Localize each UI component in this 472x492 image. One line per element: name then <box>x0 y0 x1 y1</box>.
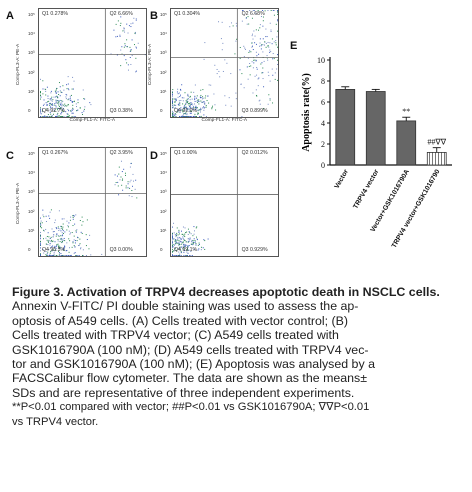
quadrant-label-q4: Q4 99.1% <box>174 247 198 253</box>
caption-note-2: vs TRPV4 vector. <box>12 415 99 428</box>
quadrant-label-q3: Q3 0.899% <box>241 108 268 114</box>
quadrant-label-q4: Q4 92.7% <box>42 108 66 114</box>
caption-line: FACSCalibur flow cytometer. The data are… <box>12 371 368 386</box>
quadrant-label-q1: Q1 0.278% <box>42 11 68 17</box>
quadrant-label-q2: Q2 6.66% <box>109 11 133 17</box>
flow-plot-a: Q1 0.278% Q2 6.66% Q4 92.7% Q3 0.38% <box>38 8 147 118</box>
figure-caption: Figure 3. Activation of TRPV4 decreases … <box>12 285 464 429</box>
bar <box>335 89 356 166</box>
bar <box>426 152 447 166</box>
y-tick-label: 10¹ <box>160 88 167 94</box>
quadrant-label-q2: Q2 0.012% <box>241 150 268 156</box>
bar <box>365 91 386 166</box>
y-tick-label: 10⁵ <box>160 151 167 156</box>
quadrant-label-q1: Q1 0.00% <box>174 150 198 156</box>
quadrant-label-q1: Q1 0.304% <box>174 11 200 17</box>
y-tick-label: 10⁵ <box>28 12 35 17</box>
category-label: TRPV4 vector <box>352 168 380 210</box>
y-tick-label: 10² <box>160 69 167 75</box>
data-annotation: ##∇∇ <box>427 138 446 147</box>
bar <box>396 120 417 166</box>
y-tick-label: 0 <box>28 247 31 252</box>
y-tick-label: 10⁴ <box>160 31 167 37</box>
caption-body: Annexin V-FITC/ PI double staining was u… <box>12 299 464 400</box>
caption-note-1: **P<0.01 compared with vector; ##P<0.01 … <box>12 401 370 414</box>
x-axis-title: Comp-FL1-A: FITC-A <box>201 118 248 123</box>
y-tick-label: 10⁵ <box>28 151 35 156</box>
x-axis-title: Comp-FL1-A: FITC-A <box>69 118 116 123</box>
y-tick-label: 0 <box>160 247 163 252</box>
apoptosis-bar-chart: 0 2 4 6 8 10 Apoptosis rate(%) Vector TRPV4 vect… <box>301 56 452 249</box>
scatter-points <box>39 148 146 256</box>
y-tick-label: 10¹ <box>28 227 35 233</box>
quadrant-label-q3: Q3 0.00% <box>109 247 133 253</box>
category-label: Vector <box>334 168 351 190</box>
caption-line: tor and GSK1016790A (100 nM); (E) Apopto… <box>12 357 375 372</box>
quadrant-label-q2: Q2 6.68% <box>241 11 265 17</box>
caption-title: Figure 3. Activation of TRPV4 decreases … <box>12 285 440 299</box>
y-axis-label: Apoptosis rate(%) <box>301 73 312 152</box>
scatter-points <box>171 148 278 256</box>
y-tick-label: 10³ <box>160 189 167 195</box>
quadrant-label-q3: Q3 0.38% <box>109 108 133 114</box>
y-tick-label: 10² <box>28 69 35 75</box>
y-tick-label: 0 <box>321 161 325 170</box>
y-tick-label: 10¹ <box>160 227 167 233</box>
panel-letter-b: B <box>150 10 158 22</box>
caption-line: Cells treated with TRPV4 vector; (C) A54… <box>12 328 339 343</box>
scatter-points <box>39 9 146 117</box>
y-tick-label: 10⁴ <box>28 31 35 37</box>
y-axis-title: Comp-FL3-A: PE-A <box>16 43 22 86</box>
y-tick-label: 10³ <box>28 189 35 195</box>
y-tick-label: 10² <box>160 208 167 214</box>
y-tick-label: 0 <box>28 108 31 113</box>
y-tick-label: 0 <box>160 108 163 113</box>
data-annotation: ** <box>402 107 410 116</box>
y-tick-label: 10⁴ <box>28 170 35 176</box>
caption-line: SDs and are representative of three inde… <box>12 385 355 400</box>
y-tick-label: 4 <box>321 119 325 128</box>
y-tick-label: 2 <box>321 140 325 149</box>
caption-line: optosis of A549 cells. (A) Cells treated… <box>12 313 349 328</box>
caption-line: GSK1016790A (100 nM); (D) A549 cells tre… <box>12 342 369 357</box>
y-tick-label: 10⁴ <box>160 170 167 176</box>
flow-plot-b: Q1 0.304% Q2 6.68% Q4 91.0% Q3 0.899% <box>170 8 279 118</box>
y-tick-label: 10¹ <box>28 88 35 94</box>
y-tick-label: 10 <box>317 56 325 65</box>
quadrant-label-q4: Q4 91.0% <box>174 108 198 114</box>
y-tick-label: 10² <box>28 208 35 214</box>
flow-plot-d: Q1 0.00% Q2 0.012% Q4 99.1% Q3 0.929% <box>170 147 279 257</box>
y-tick-label: 10³ <box>28 50 35 56</box>
quadrant-label-q3: Q3 0.929% <box>241 247 268 253</box>
quadrant-label-q4: Q4 95.5% <box>42 247 66 253</box>
panel-letter-a: A <box>6 10 14 22</box>
panel-letter-c: C <box>6 150 14 162</box>
flow-plot-c: Q1 0.267% Q2 3.95% Q4 95.5% Q3 0.00% <box>38 147 147 257</box>
y-axis-title: Comp-FL3-A: PE-A <box>16 182 22 225</box>
quadrant-label-q2: Q2 3.95% <box>109 150 133 156</box>
caption-line: Annexin V-FITC/ PI double staining was u… <box>12 299 359 314</box>
y-tick-label: 10³ <box>160 50 167 56</box>
panel-letter-e: E <box>290 40 298 52</box>
panel-letter-d: D <box>150 150 158 162</box>
quadrant-label-q1: Q1 0.267% <box>42 150 68 156</box>
y-axis-title: Comp-FL3-A: PE-A <box>148 43 154 86</box>
scatter-points <box>171 9 278 117</box>
y-tick-label: 6 <box>321 98 325 107</box>
y-tick-label: 10⁵ <box>160 12 167 17</box>
y-tick-label: 8 <box>321 77 325 86</box>
